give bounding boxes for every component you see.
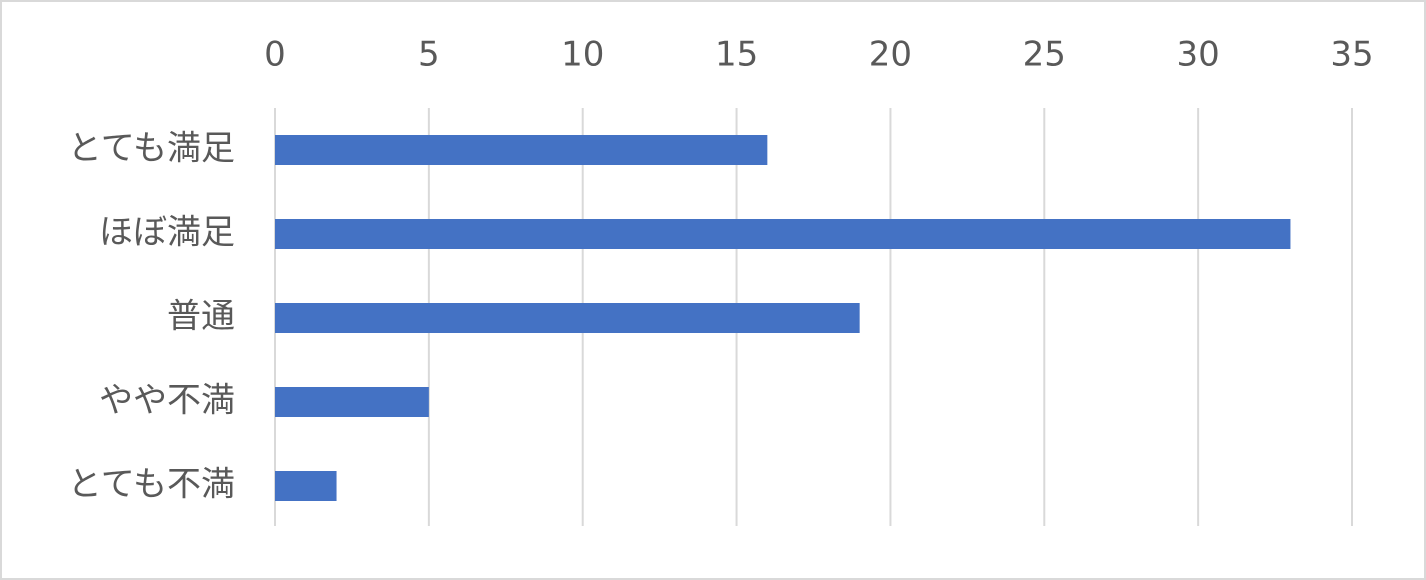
bar xyxy=(275,471,337,501)
y-tick-label: とても不満 xyxy=(68,465,235,505)
x-tick-label: 25 xyxy=(1023,35,1066,75)
y-tick-label: 普通 xyxy=(167,297,235,337)
y-tick-label: ほぼ満足 xyxy=(99,213,235,253)
bar xyxy=(275,387,429,417)
bar xyxy=(275,135,768,165)
x-tick-label: 0 xyxy=(264,35,286,75)
x-tick-label: 15 xyxy=(715,35,758,75)
bar xyxy=(275,303,860,333)
y-tick-label: とても満足 xyxy=(68,129,235,169)
x-tick-label: 20 xyxy=(869,35,912,75)
x-tick-label: 30 xyxy=(1177,35,1220,75)
bar xyxy=(275,219,1291,249)
y-tick-label: やや不満 xyxy=(99,381,235,421)
x-tick-label: 5 xyxy=(418,35,440,75)
x-tick-label: 35 xyxy=(1330,35,1373,75)
x-tick-label: 10 xyxy=(561,35,604,75)
